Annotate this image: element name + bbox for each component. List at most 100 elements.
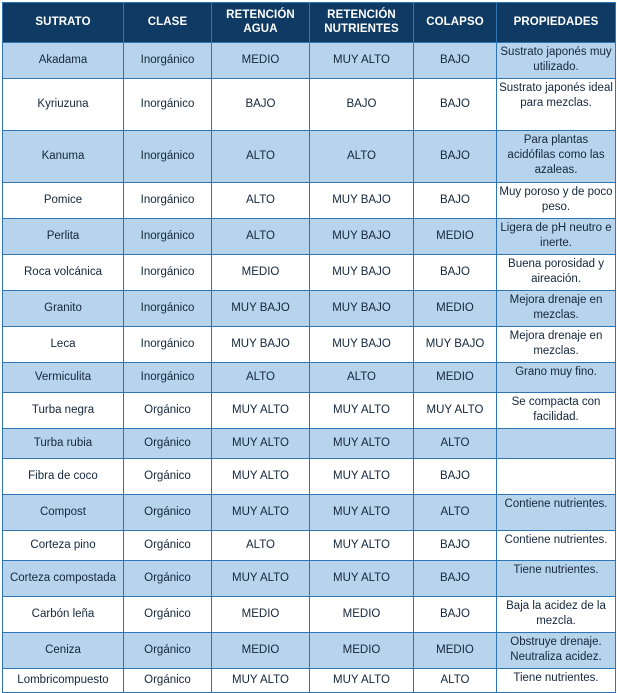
cell-sutrato: Carbón leña — [2, 595, 124, 633]
cell-ret_agua: MUY ALTO — [211, 457, 310, 495]
cell-sutrato: Ceniza — [2, 631, 124, 669]
cell-ret_nutr: ALTO — [309, 361, 414, 393]
cell-ret_nutr: MUY BAJO — [309, 325, 414, 363]
cell-propiedades — [496, 457, 616, 495]
cell-ret_agua: ALTO — [211, 129, 310, 183]
cell-propiedades: Tiene nutrientes. — [496, 559, 616, 597]
column-header-ret_nutr: RETENCIÓN NUTRIENTES — [309, 2, 414, 43]
cell-colapso: MEDIO — [413, 631, 497, 669]
cell-ret_agua: MUY ALTO — [211, 493, 310, 531]
header-row: SUTRATO CLASE RETENCIÓN AGUA RETENCIÓN NUTR… — [2, 2, 616, 43]
cell-sutrato: Roca volcánica — [2, 253, 124, 291]
cell-ret_agua: MUY ALTO — [211, 427, 310, 459]
cell-clase: Orgánico — [123, 529, 212, 561]
column-header-sutrato: SUTRATO — [2, 2, 124, 43]
table-row: Roca volcánica Inorgánico MEDIO MUY BAJO BAJ… — [2, 253, 616, 291]
cell-colapso: MUY ALTO — [413, 391, 497, 429]
cell-propiedades: Muy poroso y de poco peso. — [496, 181, 616, 219]
cell-propiedades — [496, 427, 616, 459]
cell-sutrato: Granito — [2, 289, 124, 327]
table-row: Corteza compostada Orgánico MUY ALTO MUY AL… — [2, 559, 616, 597]
cell-colapso: BAJO — [413, 529, 497, 561]
cell-clase: Orgánico — [123, 559, 212, 597]
cell-ret_nutr: MUY BAJO — [309, 217, 414, 255]
column-header-clase: CLASE — [123, 2, 212, 43]
cell-ret_nutr: ALTO — [309, 129, 414, 183]
cell-propiedades: Contiene nutrientes. — [496, 529, 616, 561]
cell-clase: Inorgánico — [123, 289, 212, 327]
cell-propiedades: Sustrato japonés muy utilizado. — [496, 41, 616, 79]
cell-clase: Orgánico — [123, 631, 212, 669]
cell-clase: Orgánico — [123, 391, 212, 429]
cell-sutrato: Compost — [2, 493, 124, 531]
cell-propiedades: Obstruye drenaje. Neutraliza acidez. — [496, 631, 616, 669]
cell-sutrato: Vermiculita — [2, 361, 124, 393]
cell-ret_agua: ALTO — [211, 217, 310, 255]
cell-ret_nutr: MUY ALTO — [309, 391, 414, 429]
table-row: Corteza pino Orgánico ALTO MUY ALTO BAJO Cont… — [2, 529, 616, 561]
cell-colapso: ALTO — [413, 667, 497, 693]
cell-clase: Inorgánico — [123, 253, 212, 291]
cell-sutrato: Turba negra — [2, 391, 124, 429]
cell-ret_nutr: MUY ALTO — [309, 529, 414, 561]
cell-ret_agua: MUY ALTO — [211, 391, 310, 429]
cell-sutrato: Kanuma — [2, 129, 124, 183]
cell-ret_agua: MUY ALTO — [211, 667, 310, 693]
cell-propiedades: Mejora drenaje en mezclas. — [496, 289, 616, 327]
cell-ret_agua: MUY BAJO — [211, 325, 310, 363]
cell-colapso: MEDIO — [413, 217, 497, 255]
cell-sutrato: Kyriuzuna — [2, 77, 124, 131]
cell-ret_agua: ALTO — [211, 361, 310, 393]
cell-ret_nutr: MUY BAJO — [309, 289, 414, 327]
cell-colapso: MEDIO — [413, 289, 497, 327]
cell-colapso: BAJO — [413, 595, 497, 633]
cell-ret_nutr: MUY ALTO — [309, 41, 414, 79]
cell-sutrato: Fibra de coco — [2, 457, 124, 495]
cell-clase: Inorgánico — [123, 217, 212, 255]
cell-colapso: BAJO — [413, 41, 497, 79]
cell-ret_nutr: MEDIO — [309, 631, 414, 669]
cell-ret_agua: MEDIO — [211, 253, 310, 291]
cell-ret_agua: MUY BAJO — [211, 289, 310, 327]
cell-colapso: BAJO — [413, 181, 497, 219]
cell-sutrato: Pomice — [2, 181, 124, 219]
table-row: Kanuma Inorgánico ALTO ALTO BAJO Para plantas… — [2, 129, 616, 183]
cell-clase: Inorgánico — [123, 77, 212, 131]
table-row: Lombricompuesto Orgánico MUY ALTO MUY ALTO A… — [2, 667, 616, 693]
column-header-ret_agua: RETENCIÓN AGUA — [211, 2, 310, 43]
cell-sutrato: Perlita — [2, 217, 124, 255]
cell-clase: Orgánico — [123, 427, 212, 459]
cell-propiedades: Ligera de pH neutro e inerte. — [496, 217, 616, 255]
column-header-colapso: COLAPSO — [413, 2, 497, 43]
cell-propiedades: Grano muy fino. — [496, 361, 616, 393]
table-row: Ceniza Orgánico MEDIO MEDIO MEDIO Obstruye dr… — [2, 631, 616, 669]
cell-propiedades: Se compacta con facilidad. — [496, 391, 616, 429]
table-row: Vermiculita Inorgánico ALTO ALTO MEDIO Grano … — [2, 361, 616, 393]
cell-colapso: BAJO — [413, 77, 497, 131]
cell-ret_agua: BAJO — [211, 77, 310, 131]
cell-propiedades: Contiene nutrientes. — [496, 493, 616, 531]
cell-clase: Inorgánico — [123, 181, 212, 219]
table-row: Fibra de coco Orgánico MUY ALTO MUY ALTO BAJ… — [2, 457, 616, 495]
cell-ret_nutr: MUY BAJO — [309, 253, 414, 291]
table-row: Carbón leña Orgánico MEDIO MEDIO BAJO Baja la… — [2, 595, 616, 633]
cell-clase: Orgánico — [123, 595, 212, 633]
cell-colapso: BAJO — [413, 253, 497, 291]
cell-sutrato: Akadama — [2, 41, 124, 79]
cell-sutrato: Corteza compostada — [2, 559, 124, 597]
cell-ret_nutr: MUY ALTO — [309, 493, 414, 531]
cell-sutrato: Corteza pino — [2, 529, 124, 561]
cell-colapso: BAJO — [413, 559, 497, 597]
cell-ret_agua: MEDIO — [211, 595, 310, 633]
cell-colapso: ALTO — [413, 427, 497, 459]
cell-clase: Inorgánico — [123, 325, 212, 363]
cell-colapso: BAJO — [413, 457, 497, 495]
cell-ret_nutr: MEDIO — [309, 595, 414, 633]
cell-ret_agua: ALTO — [211, 529, 310, 561]
table-row: Perlita Inorgánico ALTO MUY BAJO MEDIO Ligera… — [2, 217, 616, 255]
cell-ret_nutr: BAJO — [309, 77, 414, 131]
table-row: Leca Inorgánico MUY BAJO MUY BAJO MUY BAJO Me… — [2, 325, 616, 363]
cell-colapso: MEDIO — [413, 361, 497, 393]
cell-clase: Orgánico — [123, 493, 212, 531]
